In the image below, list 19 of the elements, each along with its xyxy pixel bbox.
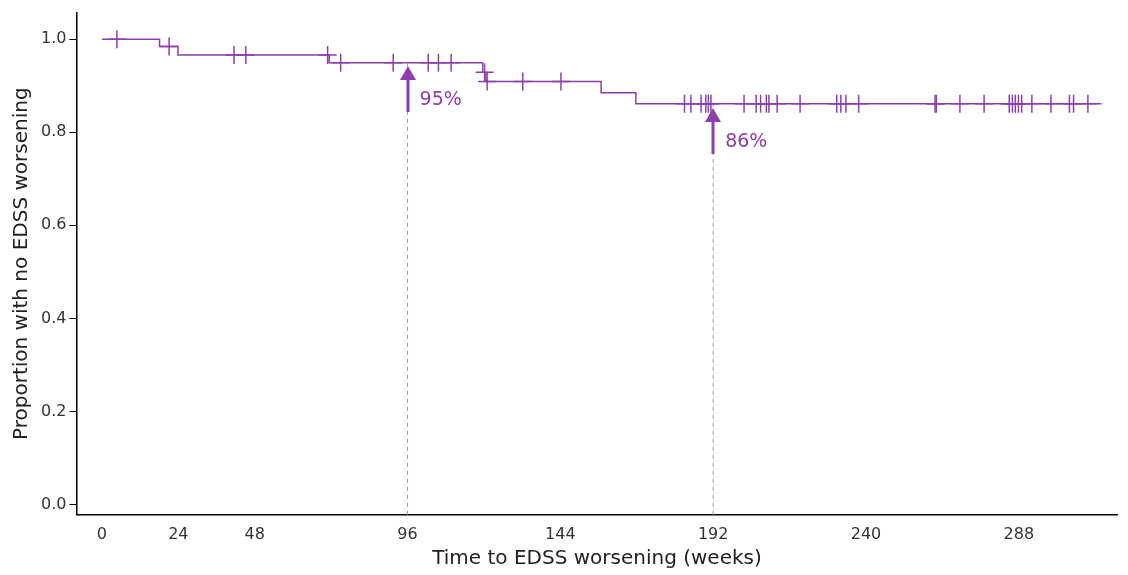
annotation: 95% <box>419 87 462 110</box>
x-tick-label: 240 <box>850 523 882 543</box>
x-axis-title: Time to EDSS worsening (weeks) <box>431 545 762 570</box>
y-axis-title: Proportion with no EDSS worsening <box>8 87 33 440</box>
annotation: 86% <box>725 129 768 152</box>
x-tick-label: 96 <box>397 523 418 543</box>
x-tick-label: 0 <box>96 523 108 543</box>
x-tick-label: 288 <box>1003 523 1035 543</box>
y-tick-label: 0.4 <box>40 307 67 327</box>
x-tick-label: 192 <box>697 523 729 543</box>
y-tick-label: 0.8 <box>40 121 67 141</box>
x-tick-label: 144 <box>545 523 576 543</box>
point <box>474 62 495 82</box>
y-tick-label: 0.0 <box>40 493 67 513</box>
y-tick-label: 1.0 <box>40 28 67 48</box>
y-tick-label: 0.6 <box>40 214 67 234</box>
y-tick-label: 0.2 <box>40 400 67 420</box>
x-tick-label: 24 <box>168 523 189 543</box>
x-tick-label: 48 <box>244 523 265 543</box>
